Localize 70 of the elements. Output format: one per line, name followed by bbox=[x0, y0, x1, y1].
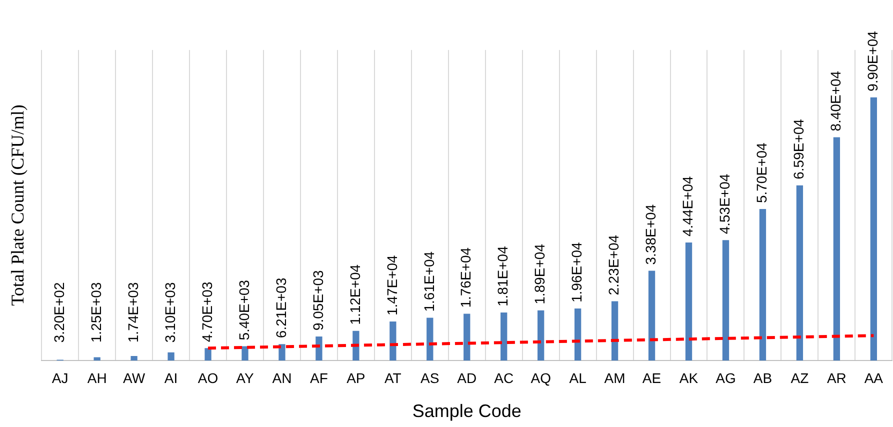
bar bbox=[796, 185, 804, 361]
bar bbox=[352, 330, 360, 361]
x-tick-label: AC bbox=[494, 370, 514, 386]
bar bbox=[168, 352, 174, 361]
data-label: 1.81E+04 bbox=[494, 246, 511, 306]
data-label: 1.96E+04 bbox=[568, 242, 585, 302]
x-tick-label: AR bbox=[826, 370, 846, 386]
x-tick-label: AE bbox=[642, 370, 662, 386]
data-label: 3.38E+04 bbox=[642, 204, 659, 265]
data-label: 1.12E+04 bbox=[346, 264, 363, 325]
bar bbox=[685, 242, 692, 361]
x-tick-label: AF bbox=[310, 370, 328, 386]
data-label: 8.40E+04 bbox=[828, 70, 844, 132]
x-tick-label: AJ bbox=[52, 370, 68, 386]
x-tick-label: AW bbox=[123, 370, 146, 386]
data-label: 6.59E+04 bbox=[790, 118, 807, 180]
data-label: 3.20E+02 bbox=[50, 282, 67, 343]
data-label: 4.70E+03 bbox=[198, 282, 215, 342]
x-tick-label: AL bbox=[569, 370, 587, 386]
x-tick-label: AO bbox=[198, 370, 218, 386]
x-tick-label: AS bbox=[420, 370, 440, 386]
bar bbox=[759, 209, 766, 361]
x-tick-label: AZ bbox=[790, 370, 810, 386]
data-label: 4.53E+04 bbox=[716, 174, 733, 234]
data-label: 1.76E+04 bbox=[458, 247, 474, 308]
data-label: 1.25E+03 bbox=[88, 282, 104, 343]
x-tick-label: AY bbox=[236, 370, 254, 386]
x-tick-label: AP bbox=[346, 370, 366, 386]
x-tick-label: AA bbox=[864, 370, 884, 386]
bar bbox=[390, 322, 396, 361]
x-tick-label: AQ bbox=[530, 370, 552, 386]
data-label: 1.47E+04 bbox=[384, 254, 400, 316]
bar bbox=[316, 336, 322, 361]
bar bbox=[833, 137, 840, 361]
bar bbox=[130, 356, 138, 361]
bar bbox=[500, 312, 508, 361]
x-tick-label: AM bbox=[604, 370, 626, 386]
bar bbox=[464, 314, 470, 361]
data-label: 1.74E+03 bbox=[124, 282, 141, 343]
bar bbox=[94, 357, 100, 361]
bar bbox=[722, 240, 730, 361]
data-label: 5.70E+04 bbox=[754, 142, 770, 204]
bar bbox=[242, 346, 248, 361]
data-label: 2.23E+04 bbox=[606, 234, 622, 296]
data-label: 3.10E+03 bbox=[162, 282, 178, 343]
bar bbox=[574, 308, 582, 361]
x-tick-label: AH bbox=[87, 370, 107, 386]
data-label: 1.61E+04 bbox=[420, 251, 437, 312]
bar bbox=[278, 344, 286, 361]
data-label: 6.21E+03 bbox=[272, 278, 289, 338]
bar bbox=[870, 97, 877, 361]
x-tick-label: AG bbox=[716, 370, 736, 386]
x-tick-label: AI bbox=[164, 370, 178, 386]
bar bbox=[611, 301, 618, 361]
bar bbox=[648, 270, 656, 361]
data-label: 5.40E+03 bbox=[236, 280, 252, 340]
x-tick-label: AK bbox=[679, 370, 699, 386]
x-tick-label: AD bbox=[457, 370, 477, 386]
bar bbox=[426, 318, 434, 361]
data-label: 4.44E+04 bbox=[680, 176, 696, 237]
x-axis-title: Sample Code bbox=[412, 401, 522, 422]
data-label: 9.05E+03 bbox=[310, 270, 326, 331]
data-label: 9.90E+04 bbox=[864, 30, 881, 92]
bar bbox=[538, 310, 544, 361]
x-tick-label: AN bbox=[272, 370, 292, 386]
data-label: 1.89E+04 bbox=[532, 244, 548, 304]
x-tick-label: AB bbox=[753, 370, 772, 386]
x-tick-label: AT bbox=[384, 370, 402, 386]
y-axis-title: Total Plate Count (CFU/ml) bbox=[8, 104, 28, 306]
bar bbox=[204, 348, 212, 361]
